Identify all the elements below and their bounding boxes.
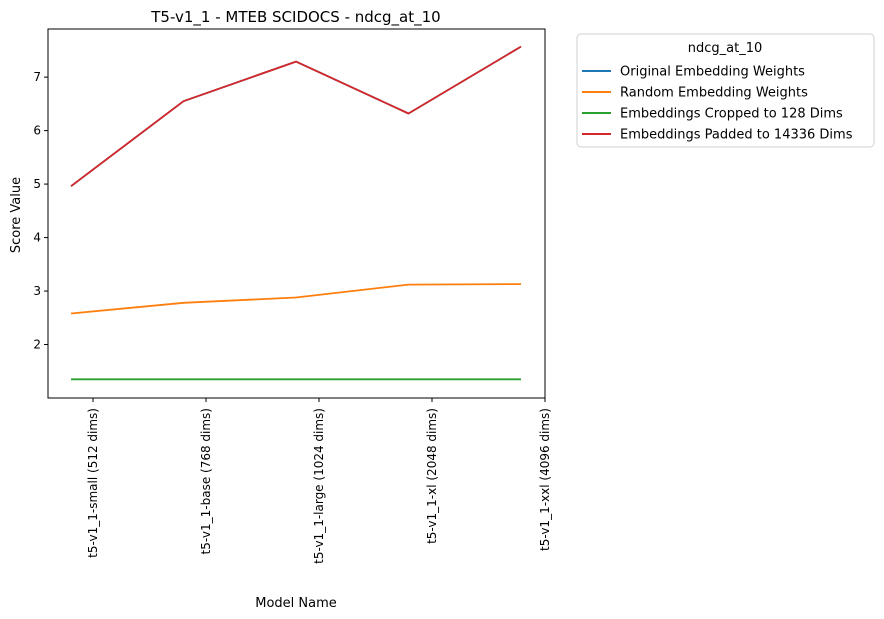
y-tick-label: 6 (33, 124, 41, 138)
x-tick-label: t5-v1_1-base (768 dims) (199, 408, 213, 554)
plot-area: 2 3 4 5 6 7 t5-v1_1-small (512 dims) t5-v1_1-ba… (33, 28, 552, 564)
y-tick-label: 2 (33, 338, 41, 352)
x-tick-label: t5-v1_1-large (1024 dims) (312, 408, 326, 564)
legend-title: ndcg_at_10 (688, 41, 763, 56)
legend-item-label: Original Embedding Weights (620, 65, 805, 80)
legend-box (576, 33, 875, 148)
x-tick-label: t5-v1_1-xxl (4096 dims) (538, 408, 552, 551)
plot-frame (47, 28, 546, 399)
y-axis-label: Score Value (9, 177, 24, 253)
y-tick-label: 5 (33, 177, 41, 191)
x-axis-label: Model Name (255, 596, 337, 611)
x-tick-label: t5-v1_1-small (512 dims) (86, 408, 100, 558)
y-tick-label: 4 (33, 231, 41, 245)
series-line-1 (70, 283, 522, 315)
legend-item-label: Random Embedding Weights (620, 86, 808, 101)
legend-item-label: Embeddings Padded to 14336 Dims (620, 128, 853, 143)
y-tick-label: 7 (33, 70, 41, 84)
y-tick-label: 3 (33, 284, 41, 298)
legend-item-label: Embeddings Cropped to 128 Dims (620, 107, 843, 122)
x-tick-label: t5-v1_1-xl (2048 dims) (425, 408, 439, 544)
series-line-0 (70, 45, 522, 187)
chart-title: T5-v1_1 - MTEB SCIDOCS - ndcg_at_10 (150, 8, 440, 27)
series-line-3 (70, 45, 522, 187)
legend: ndcg_at_10 Original Embedding Weights Rand… (576, 33, 875, 148)
